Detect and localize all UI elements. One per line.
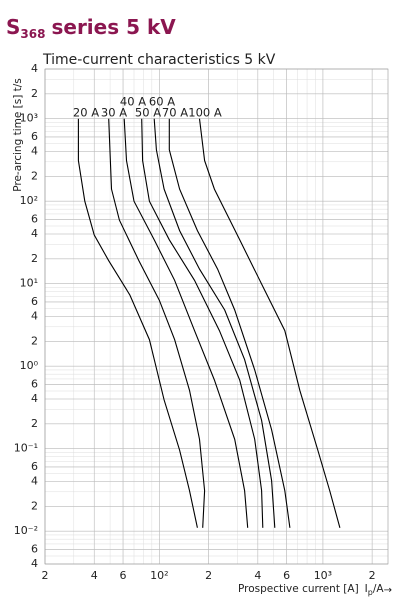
x-label-unit: /A [373, 583, 385, 595]
curve [141, 118, 264, 528]
y-tick-label: 4 [31, 475, 38, 488]
axis-arrow: → [384, 585, 392, 596]
x-tick-label: 6 [283, 569, 290, 582]
curve-label: 70 A [162, 106, 188, 120]
title-sub: 368 [20, 27, 45, 41]
y-tick-label: 10⁻¹ [14, 442, 38, 455]
y-tick-label: 6 [31, 542, 38, 555]
x-tick-label: 6 [120, 569, 127, 582]
y-tick-label: 6 [31, 295, 38, 308]
y-tick-label: 2 [31, 417, 38, 430]
y-tick-label: 6 [31, 130, 38, 143]
chart-subtitle: Time-current characteristics 5 kV [42, 52, 276, 68]
x-tick-label: 4 [254, 569, 261, 582]
y-tick-label: 6 [31, 460, 38, 473]
plot-frame [44, 68, 389, 565]
x-tick-label: 10³ [314, 569, 332, 582]
x-tick-label: 2 [369, 569, 376, 582]
y-tick-label: 4 [31, 310, 38, 323]
x-label-sub: p [368, 588, 373, 597]
curve-label: 40 A [120, 95, 146, 109]
curve-label: 60 A [149, 95, 175, 109]
title-rest: series 5 kV [51, 15, 176, 39]
x-tick-label: 10² [150, 569, 168, 582]
curve-label: 20 A [73, 106, 99, 120]
y-tick-label: 4 [31, 62, 38, 75]
y-tick-label: 10⁰ [20, 359, 39, 372]
y-tick-label: 10² [20, 194, 38, 207]
y-tick-label: 2 [31, 499, 38, 512]
x-tick-label: 2 [42, 569, 49, 582]
y-tick-label: 2 [31, 87, 38, 100]
curve [198, 118, 341, 528]
x-tick-label: 2 [205, 569, 212, 582]
chart-title: S368 series 5 kV [6, 15, 176, 41]
y-tick-label: 4 [31, 145, 38, 158]
y-tick-label: 4 [31, 227, 38, 240]
curve [123, 118, 249, 528]
curve [168, 118, 291, 528]
x-label-text: Prospective current [A] [238, 583, 359, 595]
y-tick-label: 4 [31, 392, 38, 405]
curve-label: 50 A [135, 106, 161, 120]
curve-label: 30 A [101, 106, 127, 120]
curve [77, 118, 198, 528]
y-tick-label: 10³ [20, 112, 38, 125]
x-label-symbol: I [365, 583, 368, 595]
y-tick-label: 2 [31, 334, 38, 347]
title-main: S [6, 15, 20, 39]
x-axis-label: Prospective current [A] Ip/A [238, 583, 384, 597]
curve-label: 100 A [188, 106, 222, 120]
y-axis-label: Pre-arcing time [s] t/s [12, 78, 24, 192]
y-tick-label: 10¹ [20, 277, 38, 290]
y-tick-label: 6 [31, 377, 38, 390]
y-tick-label: 6 [31, 212, 38, 225]
y-tick-label: 2 [31, 252, 38, 265]
x-tick-label: 4 [91, 569, 98, 582]
y-tick-label: 10⁻² [14, 524, 38, 537]
y-tick-label: 2 [31, 169, 38, 182]
curve [153, 118, 276, 528]
y-tick-label: 4 [31, 557, 38, 570]
curve [108, 118, 206, 528]
